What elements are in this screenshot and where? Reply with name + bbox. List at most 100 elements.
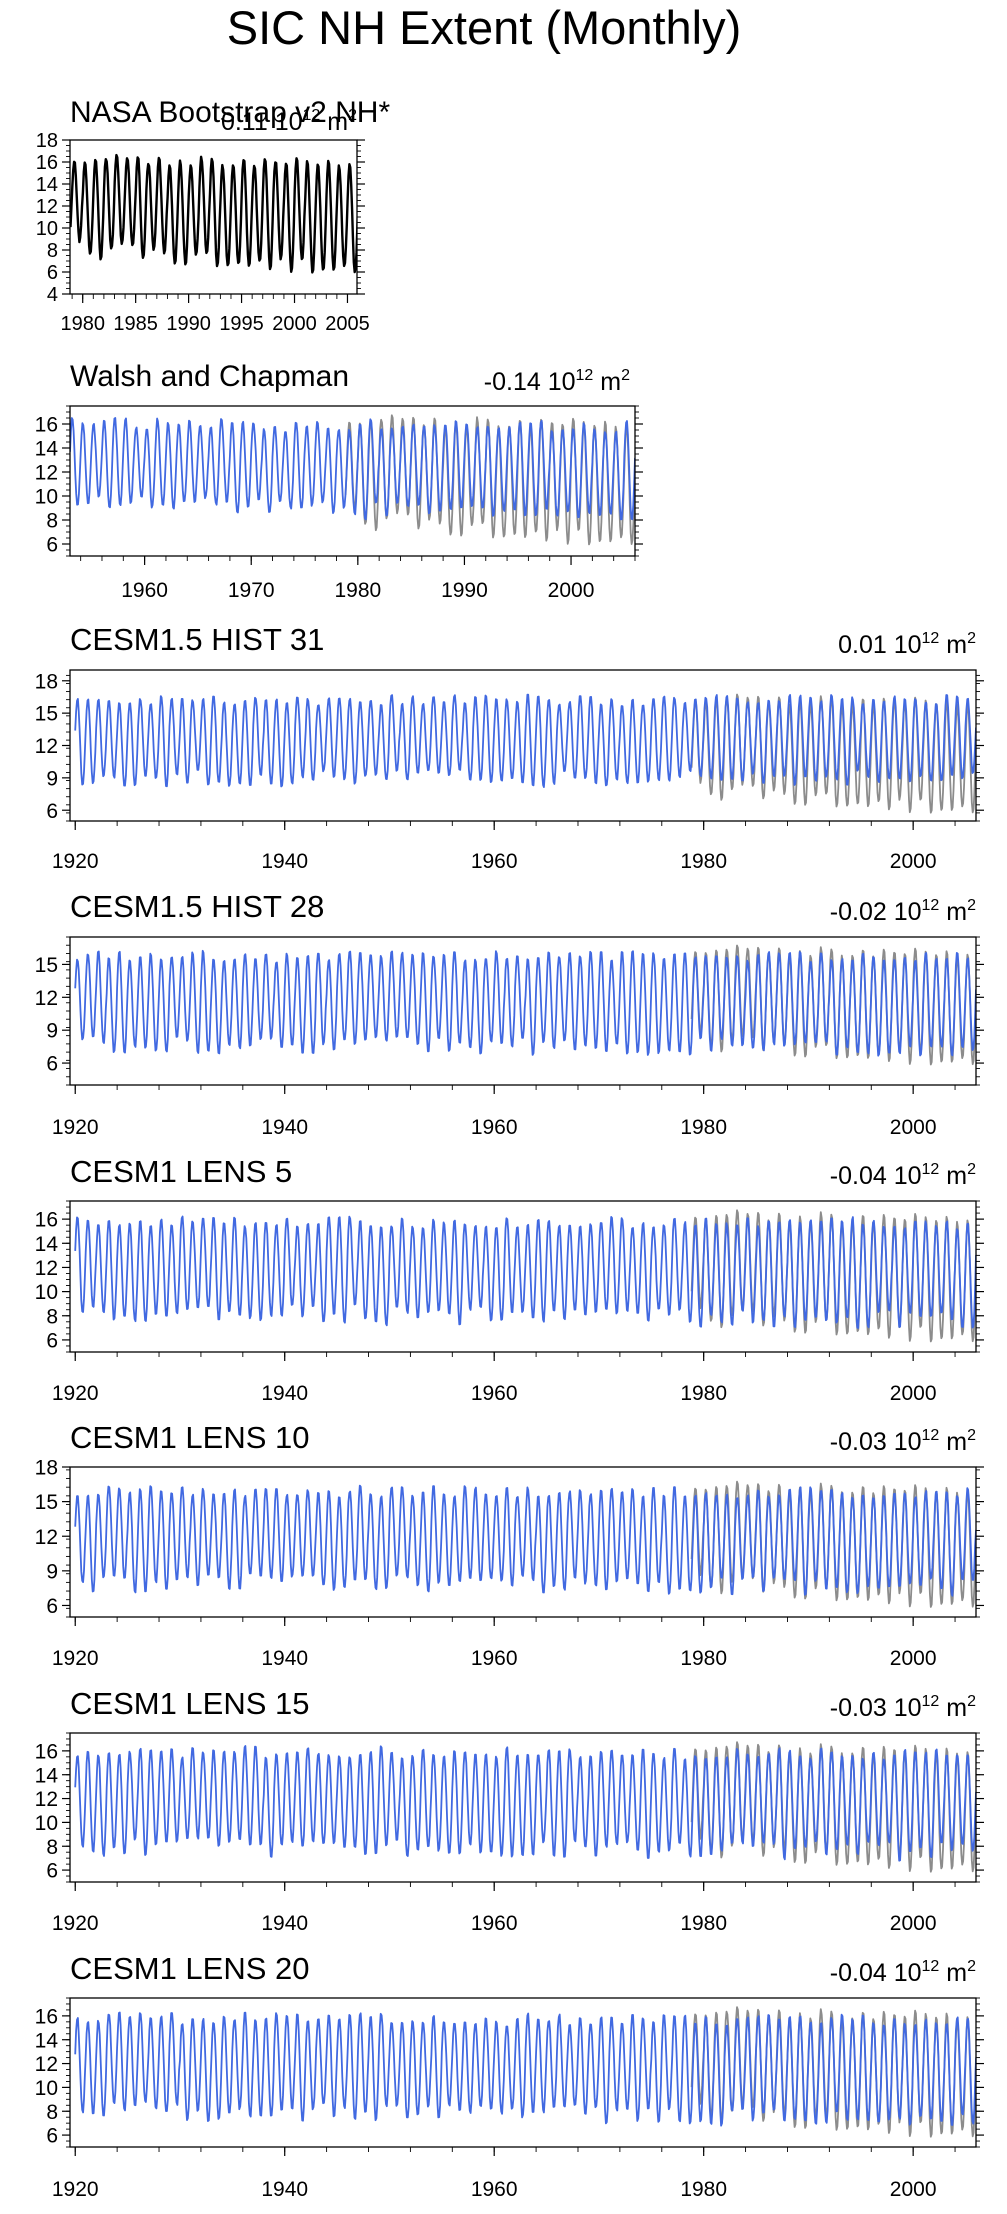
y-tick-label: 6 (47, 262, 58, 284)
y-tick-label: 6 (46, 2125, 58, 2148)
x-tick-label: 1960 (471, 1116, 518, 1139)
y-tick-label: 9 (46, 1560, 58, 1583)
x-tick-label: 2000 (890, 1647, 937, 1670)
x-tick-label: 1920 (52, 1116, 99, 1139)
panel-title: CESM1 LENS 5 (70, 1154, 292, 1189)
trend-label: -0.14 1012 m2 (484, 367, 630, 396)
y-tick-label: 10 (35, 1812, 58, 1835)
plot-frame (69, 1200, 977, 1353)
panel-title: NASA Bootstrap v2 NH* (70, 96, 390, 129)
trend-label: -0.02 1012 m2 (830, 897, 976, 926)
plot-frame (69, 1732, 977, 1883)
x-tick-label: 1995 (219, 313, 264, 335)
y-tick-label: 12 (35, 2053, 58, 2076)
x-tick-label: 1990 (441, 579, 488, 602)
y-tick-label: 6 (46, 1053, 58, 1076)
x-tick-label: 2000 (890, 1912, 937, 1935)
y-tick-label: 14 (35, 1764, 59, 1787)
y-tick-label: 6 (46, 534, 58, 557)
y-tick-label: 16 (36, 152, 58, 174)
x-tick-label: 2000 (890, 1116, 937, 1139)
x-tick-label: 1940 (261, 1116, 308, 1139)
x-tick-label: 1940 (261, 2178, 308, 2201)
y-tick-label: 15 (35, 703, 58, 726)
x-tick-label: 2000 (272, 313, 317, 335)
x-tick-label: 1980 (680, 2178, 727, 2201)
panel-title: CESM1.5 HIST 28 (70, 889, 324, 924)
trend-label: -0.03 1012 m2 (830, 1427, 976, 1456)
y-tick-label: 14 (36, 174, 58, 196)
y-tick-label: 18 (35, 1457, 58, 1480)
y-tick-label: 8 (46, 1836, 58, 1859)
panel-title: CESM1 LENS 15 (70, 1686, 310, 1721)
x-tick-label: 1980 (680, 1647, 727, 1670)
trend-label: -0.03 1012 m2 (830, 1693, 976, 1722)
x-tick-label: 1920 (52, 2178, 99, 2201)
series-line-2 (74, 2011, 976, 2127)
panel-title: CESM1 LENS 20 (70, 1951, 310, 1986)
x-tick-label: 1940 (261, 850, 308, 873)
y-tick-label: 15 (35, 954, 58, 977)
x-tick-label: 1985 (113, 313, 158, 335)
y-tick-label: 14 (35, 2029, 59, 2052)
y-tick-label: 8 (46, 510, 58, 533)
trend-label: -0.04 1012 m2 (830, 1958, 976, 1987)
trend-label: 0.01 1012 m2 (838, 630, 976, 659)
y-tick-label: 6 (46, 1329, 58, 1352)
x-tick-label: 1980 (680, 850, 727, 873)
x-tick-label: 1940 (261, 1912, 308, 1935)
x-tick-label: 1960 (471, 1912, 518, 1935)
x-tick-label: 2000 (890, 850, 937, 873)
x-tick-label: 1980 (60, 313, 105, 335)
y-tick-label: 14 (35, 438, 59, 461)
series-line-2 (74, 949, 976, 1057)
y-tick-label: 12 (35, 1526, 58, 1549)
x-tick-label: 1940 (261, 1647, 308, 1670)
y-tick-label: 12 (35, 987, 58, 1010)
y-tick-label: 18 (35, 670, 58, 693)
y-tick-label: 16 (35, 1740, 58, 1763)
x-tick-label: 1920 (52, 1647, 99, 1670)
y-tick-label: 16 (35, 1209, 58, 1232)
y-tick-label: 6 (46, 1595, 58, 1618)
series-line-2 (70, 417, 635, 521)
series-line-2 (74, 1745, 976, 1862)
x-tick-label: 1980 (680, 1116, 727, 1139)
x-tick-label: 1980 (680, 1912, 727, 1935)
trend-label: -0.04 1012 m2 (830, 1161, 976, 1190)
x-tick-label: 1960 (471, 1382, 518, 1405)
series-line-1 (70, 153, 357, 274)
y-tick-label: 10 (35, 2077, 58, 2100)
y-tick-label: 10 (35, 486, 58, 509)
plot-frame (69, 405, 636, 557)
y-tick-label: 6 (46, 1860, 58, 1883)
y-tick-label: 16 (35, 2005, 58, 2028)
x-tick-label: 1920 (52, 1382, 99, 1405)
y-tick-label: 8 (46, 1305, 58, 1328)
y-tick-label: 10 (35, 1281, 58, 1304)
plot-frame (69, 1466, 977, 1618)
y-tick-label: 8 (46, 2101, 58, 2124)
x-tick-label: 1970 (228, 579, 275, 602)
y-tick-label: 12 (35, 462, 58, 485)
series-line-2 (74, 1484, 976, 1597)
x-tick-label: 1940 (261, 1382, 308, 1405)
x-tick-label: 1960 (471, 850, 518, 873)
panel-title: CESM1.5 HIST 31 (70, 622, 324, 657)
trend-label: 0.11 1012 m2 (221, 107, 357, 136)
panel-title: CESM1 LENS 10 (70, 1420, 310, 1455)
x-tick-label: 2005 (325, 313, 370, 335)
series-line-2 (74, 1215, 976, 1329)
x-tick-label: 2000 (890, 1382, 937, 1405)
y-tick-label: 14 (35, 1233, 59, 1256)
panel-title: Walsh and Chapman (70, 360, 349, 393)
y-tick-label: 12 (35, 735, 58, 758)
plot-frame (69, 1997, 977, 2148)
y-tick-label: 6 (46, 800, 58, 823)
